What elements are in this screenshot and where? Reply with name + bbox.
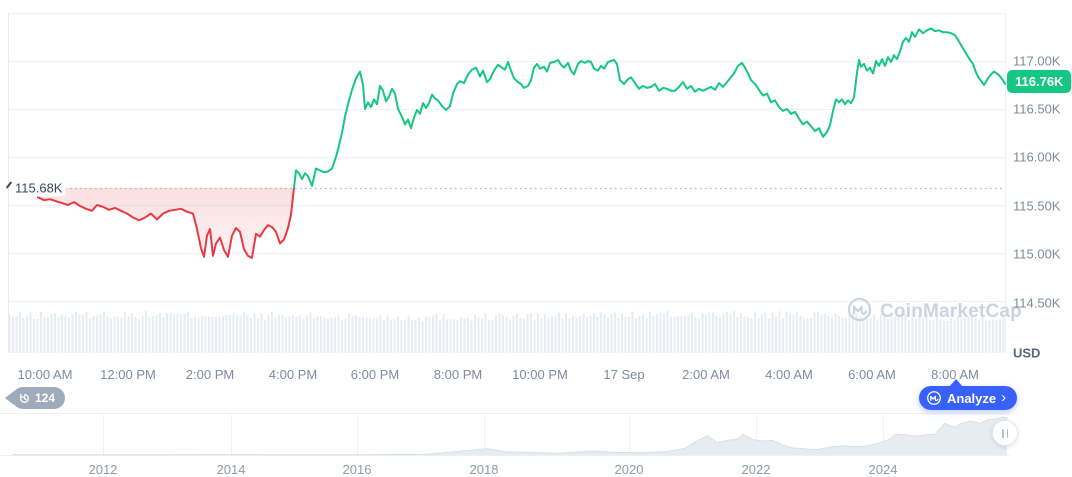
watermark: CoinMarketCap xyxy=(846,296,1022,328)
y-axis-label: 116.00K xyxy=(1013,149,1061,165)
y-axis-label: 117.00K xyxy=(1013,53,1061,69)
analyze-button-label: Analyze xyxy=(947,390,997,406)
x-axis-label: 2:00 PM xyxy=(185,367,235,382)
timeline-year-label: 2024 xyxy=(868,462,898,477)
currency-unit-label: USD xyxy=(1013,345,1041,361)
x-axis-label: 8:00 PM xyxy=(433,367,483,382)
watermark-text: CoinMarketCap xyxy=(880,301,1022,322)
price-chart-plot-area[interactable] xyxy=(8,13,1006,353)
timeline-year-label: 2012 xyxy=(88,462,118,477)
baseline-price-label: 115.68K xyxy=(13,179,67,197)
timeline-year-label: 2020 xyxy=(614,462,644,477)
coinmarketcap-logo-icon xyxy=(926,390,942,406)
timeline-year-label: 2014 xyxy=(216,462,246,477)
x-axis-label: 10:00 PM xyxy=(512,367,568,382)
timeline-drag-handle-icon[interactable] xyxy=(992,420,1018,446)
x-axis-label: 4:00 AM xyxy=(765,367,813,382)
x-axis-label: 17 Sep xyxy=(603,367,645,382)
y-axis-label: 115.50K xyxy=(1013,198,1061,214)
analyze-button[interactable]: Analyze › xyxy=(919,386,1018,410)
history-count-badge[interactable]: 124 xyxy=(5,387,66,409)
chevron-right-icon: › xyxy=(1001,389,1007,406)
y-axis-label: 115.00K xyxy=(1013,246,1061,262)
current-price-badge: 116.76K xyxy=(1007,70,1072,93)
x-axis-label: 10:00 AM xyxy=(17,367,73,382)
y-axis-label: 116.50K xyxy=(1013,101,1061,117)
y-axis-label: 114.50K xyxy=(1013,295,1061,311)
analyze-button-pointer xyxy=(949,379,963,387)
timeline-year-label: 2022 xyxy=(741,462,771,477)
x-axis-label: 12:00 PM xyxy=(100,367,156,382)
timeline-year-label: 2018 xyxy=(469,462,499,477)
x-axis-label: 8:00 AM xyxy=(931,367,979,382)
badge-pointer xyxy=(5,391,14,405)
history-icon xyxy=(18,392,31,405)
coinmarketcap-logo-icon xyxy=(846,296,873,328)
timeline-year-label: 2016 xyxy=(342,462,372,477)
x-axis-label: 2:00 AM xyxy=(682,367,730,382)
x-axis-label: 4:00 PM xyxy=(268,367,318,382)
x-axis-label: 6:00 PM xyxy=(350,367,400,382)
history-count: 124 xyxy=(35,391,56,405)
x-axis-label: 6:00 AM xyxy=(848,367,896,382)
timeline-scrubber[interactable] xyxy=(0,413,1010,457)
